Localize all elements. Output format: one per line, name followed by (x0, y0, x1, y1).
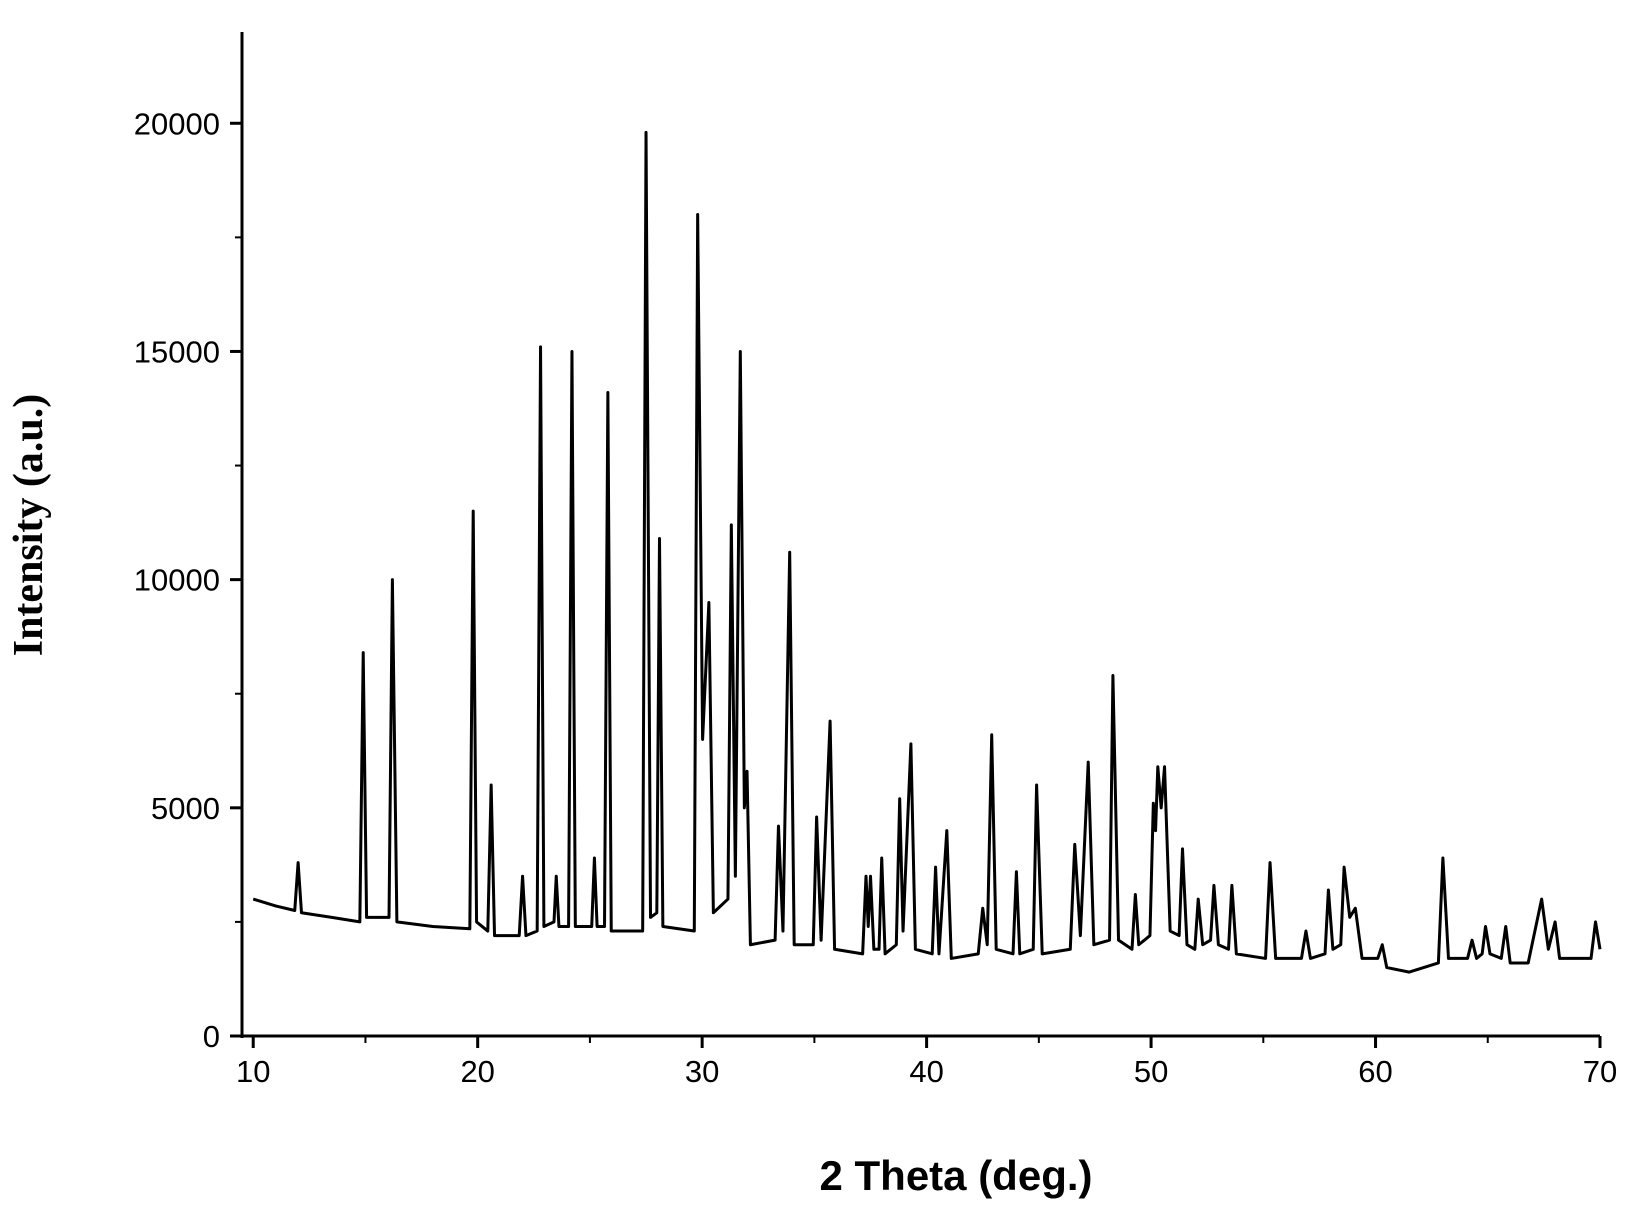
y-tick-label: 15000 (134, 334, 220, 369)
y-axis-title: Intensity (a.u.) (6, 394, 52, 657)
x-tick-label: 70 (1583, 1054, 1617, 1089)
y-tick-label: 20000 (134, 106, 220, 141)
x-axis-title: 2 Theta (deg.) (819, 1152, 1092, 1199)
x-tick-label: 30 (685, 1054, 719, 1089)
x-tick-label: 50 (1134, 1054, 1168, 1089)
y-tick-label: 10000 (134, 563, 220, 598)
x-tick-label: 10 (236, 1054, 270, 1089)
x-tick-label: 20 (460, 1054, 494, 1089)
x-tick-label: 60 (1358, 1054, 1392, 1089)
x-tick-label: 40 (909, 1054, 943, 1089)
y-tick-label: 0 (203, 1019, 220, 1054)
y-tick-label: 5000 (151, 791, 220, 826)
xrd-line (252, 130, 1602, 974)
